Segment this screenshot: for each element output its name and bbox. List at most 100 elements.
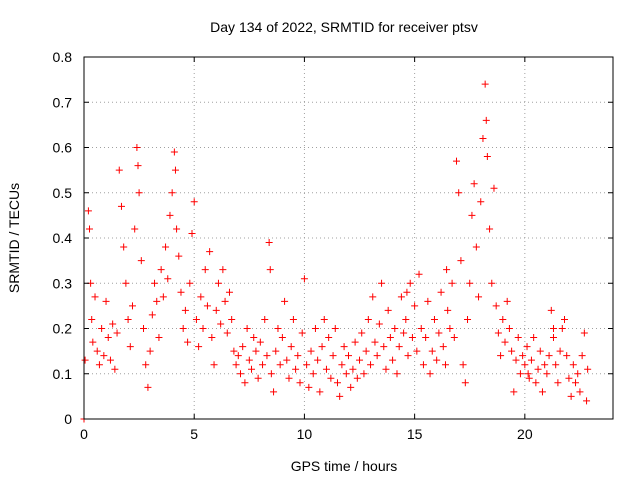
data-point [281,297,289,305]
data-point [567,392,575,400]
data-point [146,347,154,355]
y-axis-label: SRMTID / TECUs [6,183,22,293]
data-point [195,343,203,351]
data-point [534,365,542,373]
data-point [488,279,496,287]
y-tick-label: 0.5 [53,185,73,201]
data-point [382,365,390,373]
data-point [455,189,463,197]
data-point [519,352,527,360]
data-point [88,315,96,323]
data-point [464,315,472,323]
data-point [228,315,236,323]
data-point [274,325,282,332]
data-point [219,266,227,274]
data-point [214,279,222,287]
data-point [499,315,507,323]
data-point [391,325,399,332]
data-point [325,334,333,342]
data-point [576,388,584,396]
data-point [256,338,264,346]
data-point [311,325,319,332]
data-point [153,297,161,305]
data-point [230,347,238,355]
data-point [510,388,518,396]
data-point [428,347,436,355]
data-point [375,320,383,328]
data-point [84,207,92,215]
data-point [134,162,142,170]
data-point [137,257,145,265]
data-point [263,352,271,360]
data-point [395,343,403,351]
data-point [430,315,438,323]
data-point [516,370,524,378]
data-point [133,144,141,151]
data-point [115,166,123,174]
data-point [177,288,185,296]
data-point [342,370,350,378]
data-point [494,329,502,337]
data-point [437,288,445,296]
data-point [415,270,423,278]
data-point [444,306,452,314]
data-point [367,361,375,369]
data-point [536,347,544,355]
y-tick-label: 0.4 [53,230,73,246]
data-point [314,356,322,364]
data-point [362,347,370,355]
data-point [223,329,231,337]
data-point [151,279,159,287]
data-point [422,334,430,342]
data-point [521,361,529,369]
data-point [336,392,344,400]
data-point [486,225,494,233]
data-point [580,329,588,337]
data-point [206,248,214,256]
data-point [171,166,179,174]
data-point [184,338,192,346]
axis-ticks: 0 5 10 15 20 0 0.1 0.2 0.3 0.4 0.5 0.6 0.7 0.8 [53,49,613,442]
data-point [527,356,535,364]
data-point [296,379,304,387]
data-point [122,279,130,287]
data-point [523,343,531,351]
data-point [109,320,117,328]
data-point [175,252,183,260]
data-point [166,211,174,219]
data-point [217,320,225,328]
data-point [505,325,513,332]
data-points [80,80,592,423]
data-point [300,275,308,283]
data-point [514,334,522,342]
data-point [373,352,381,360]
data-point [86,225,94,233]
data-point [221,297,229,305]
data-point [179,325,187,332]
data-point [424,297,432,305]
data-point [266,266,274,274]
data-point [201,266,209,274]
data-point [380,343,388,351]
data-point [91,293,99,301]
data-point [446,325,454,332]
data-point [164,275,172,283]
data-point [583,397,591,405]
data-point [186,279,194,287]
data-point [135,189,143,197]
data-point [104,334,112,342]
data-point [120,243,128,251]
data-point [481,80,489,88]
data-point [243,325,251,332]
data-point [322,365,330,373]
data-point [265,239,273,247]
data-point [162,243,170,251]
data-point [393,370,401,378]
data-point [558,325,566,332]
data-point [403,288,411,296]
data-point [565,374,573,382]
data-point [292,365,300,373]
data-point [347,383,355,391]
data-point [254,374,262,382]
